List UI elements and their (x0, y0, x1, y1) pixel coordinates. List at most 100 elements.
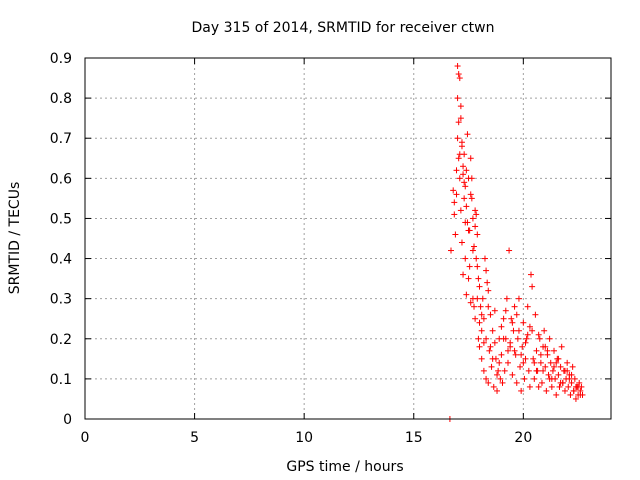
data-point (483, 335, 490, 342)
data-point (577, 391, 584, 398)
data-point (477, 303, 484, 310)
data-point (523, 335, 530, 342)
data-point (464, 131, 471, 138)
data-point (546, 335, 553, 342)
data-point (507, 339, 514, 346)
data-point (463, 291, 470, 298)
data-point (457, 207, 464, 214)
data-point (486, 347, 493, 354)
data-point (556, 383, 563, 390)
data-point (558, 343, 565, 350)
data-point (468, 175, 475, 182)
data-point (530, 355, 537, 362)
data-point (557, 379, 564, 386)
y-tick-label: 0.4 (50, 252, 72, 268)
data-point (511, 303, 518, 310)
data-point (475, 335, 482, 342)
data-point (480, 367, 487, 374)
data-point (489, 327, 496, 334)
data-point (461, 179, 468, 186)
x-axis-label: GPS time / hours (286, 459, 403, 475)
data-point (465, 227, 472, 234)
grid-lines (85, 58, 611, 419)
data-point (457, 103, 464, 110)
data-point (567, 391, 574, 398)
data-point (498, 323, 505, 330)
data-point (564, 359, 571, 366)
data-point (496, 359, 503, 366)
data-point (561, 387, 568, 394)
data-point (462, 255, 469, 262)
x-axis-ticks: 0 5 10 15 20 (81, 58, 532, 446)
data-point (465, 275, 472, 282)
data-point (469, 215, 476, 222)
data-point (520, 359, 527, 366)
data-point (510, 327, 517, 334)
data-point (513, 379, 520, 386)
y-tick-label: 0.5 (50, 211, 72, 227)
data-point (570, 387, 577, 394)
data-point (521, 375, 528, 382)
data-point (544, 347, 551, 354)
data-point (531, 359, 538, 366)
data-point (490, 383, 497, 390)
data-point (456, 75, 463, 82)
data-point (535, 383, 542, 390)
data-point (561, 367, 568, 374)
data-point (481, 255, 488, 262)
data-point (512, 351, 519, 358)
data-point (576, 379, 583, 386)
data-point (498, 351, 505, 358)
data-point (517, 363, 524, 370)
data-point (533, 367, 540, 374)
data-point (456, 175, 463, 182)
data-point (537, 359, 544, 366)
data-point (528, 271, 535, 278)
data-point (480, 339, 487, 346)
data-point (467, 155, 474, 162)
data-point (491, 307, 498, 314)
data-point (453, 191, 460, 198)
x-tick-label: 0 (81, 430, 90, 446)
data-point (483, 267, 490, 274)
data-point (478, 311, 485, 318)
y-tick-label: 0.2 (50, 332, 72, 348)
data-point (518, 351, 525, 358)
chart-title: Day 315 of 2014, SRMTID for receiver ctw… (192, 20, 495, 36)
y-tick-label: 0.1 (50, 372, 72, 388)
data-point (494, 371, 501, 378)
data-point (487, 343, 494, 350)
data-point (542, 363, 549, 370)
data-point (463, 167, 470, 174)
data-point (555, 371, 562, 378)
data-point (551, 363, 558, 370)
data-point (497, 375, 504, 382)
data-point (551, 347, 558, 354)
data-point (509, 319, 516, 326)
data-point (488, 363, 495, 370)
data-point (467, 299, 474, 306)
data-point (460, 163, 467, 170)
data-point (460, 271, 467, 278)
data-point (489, 355, 496, 362)
data-point (508, 315, 515, 322)
data-point (519, 343, 526, 350)
data-point (500, 335, 507, 342)
data-point (529, 283, 536, 290)
data-point (525, 367, 532, 374)
data-point (478, 355, 485, 362)
data-point (475, 275, 482, 282)
data-point (479, 295, 486, 302)
data-point (524, 331, 531, 338)
data-point (526, 383, 533, 390)
data-point (472, 223, 479, 230)
data-point (458, 143, 465, 150)
data-point (462, 183, 469, 190)
data-point (494, 387, 501, 394)
data-point (472, 207, 479, 214)
data-point (542, 343, 549, 350)
data-point (537, 351, 544, 358)
data-point (504, 359, 511, 366)
data-point (531, 375, 538, 382)
